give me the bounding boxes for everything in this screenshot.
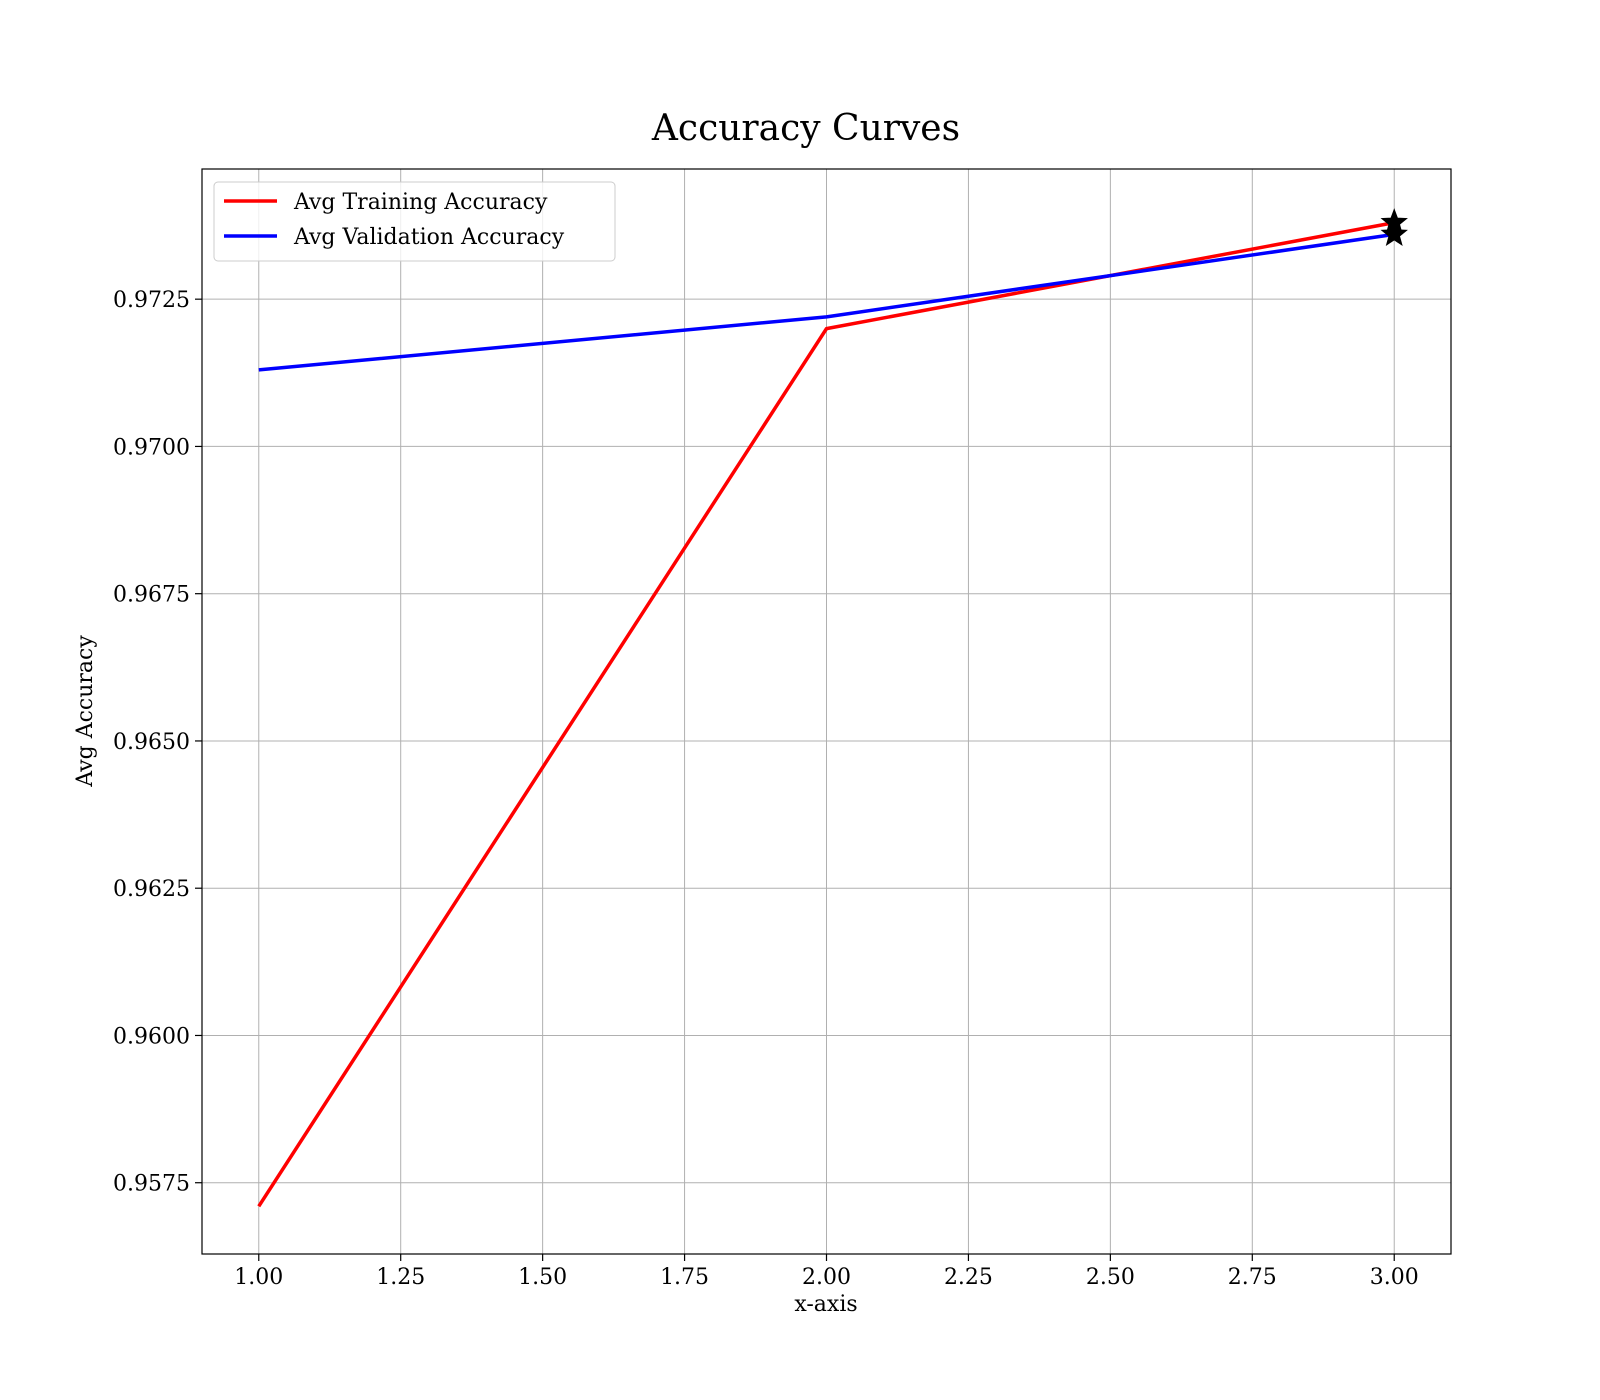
legend-box (213, 181, 616, 262)
y-tick-label: 0.9575 (113, 1172, 190, 1197)
chart-title: Accuracy Curves (651, 108, 960, 149)
y-tick-label: 0.9675 (113, 583, 190, 608)
y-tick-label: 0.9600 (113, 1024, 190, 1049)
series-line-validation (258, 232, 1395, 372)
x-tick-label: 1.00 (234, 1265, 283, 1290)
best-star-marker-validation (1380, 219, 1408, 247)
x-tick-label: 2.00 (802, 1265, 851, 1290)
x-tick-label: 2.25 (944, 1265, 993, 1290)
y-axis-label: Avg Accuracy (73, 635, 98, 788)
x-axis-label: x-axis (794, 1292, 857, 1317)
y-tick-label: 0.9650 (113, 730, 190, 755)
series-layer (257, 208, 1408, 1208)
x-axis-ticks: 1.00 1.25 1.50 1.75 2.00 2.25 2.50 2.75 3.00 (234, 1254, 1419, 1290)
y-tick-label: 0.9725 (113, 288, 190, 313)
grid-layer (202, 169, 1451, 1254)
x-tick-label: 1.50 (518, 1265, 567, 1290)
x-tick-label: 3.00 (1370, 1265, 1419, 1290)
x-tick-label: 1.75 (660, 1265, 709, 1290)
y-tick-label: 0.9625 (113, 877, 190, 902)
y-axis-ticks: 0.9575 0.9600 0.9625 0.9650 0.9675 0.9700 0.97… (113, 288, 202, 1197)
legend-label-validation: Avg Validation Accuracy (293, 225, 565, 250)
y-tick-label: 0.9700 (113, 435, 190, 460)
series-line-training (257, 220, 1395, 1208)
legend-label-training: Avg Training Accuracy (293, 190, 548, 215)
x-tick-label: 2.75 (1228, 1265, 1277, 1290)
x-tick-label: 1.25 (376, 1265, 425, 1290)
legend: Avg Training Accuracy Avg Validation Acc… (213, 181, 616, 262)
x-tick-label: 2.50 (1086, 1265, 1135, 1290)
